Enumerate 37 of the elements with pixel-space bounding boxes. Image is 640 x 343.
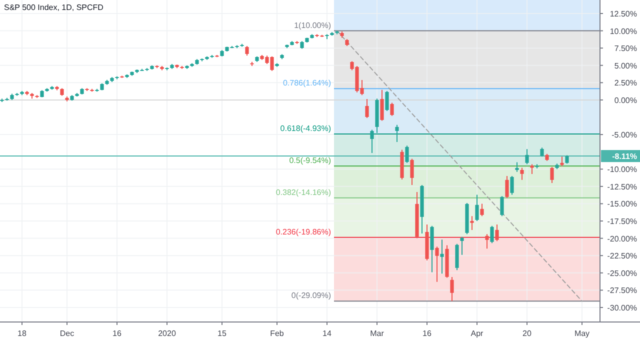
y-tick-label: -12.50% bbox=[607, 182, 637, 192]
y-tick-label: 2.50% bbox=[614, 78, 637, 88]
y-tick-label: -15.00% bbox=[607, 200, 637, 209]
ref-line-label: 0.618(-4.93%) bbox=[280, 124, 332, 134]
y-tick-label: -27.50% bbox=[607, 286, 637, 296]
y-tick-label: -17.50% bbox=[607, 217, 637, 226]
ref-line-label: 0.786(1.64%) bbox=[282, 78, 332, 88]
y-tick-label: 7.50% bbox=[614, 44, 637, 54]
x-tick-label: 14 bbox=[322, 329, 332, 338]
y-tick-label: -10.00% bbox=[607, 165, 637, 174]
y-tick-label: 10.00% bbox=[610, 26, 637, 36]
x-tick-label: Dec bbox=[60, 329, 74, 338]
ref-line-label: 1(10.00%) bbox=[294, 20, 332, 30]
x-tick-label: 2020 bbox=[158, 329, 176, 338]
y-tick-label: -20.00% bbox=[607, 234, 637, 244]
x-tick-label: Feb bbox=[270, 329, 284, 338]
chart-title: S&P 500 Index, 1D, SPCFD bbox=[4, 3, 104, 12]
ref-line-label: 0.382(-14.16%) bbox=[276, 188, 332, 197]
y-tick-label: 0.00% bbox=[614, 96, 637, 105]
y-tick-label: -5.00% bbox=[612, 130, 637, 140]
y-tick-label: -25.00% bbox=[607, 268, 637, 278]
x-tick-label: 16 bbox=[112, 329, 122, 338]
ref-line-label: 0(-29.09%) bbox=[291, 291, 332, 300]
x-tick-label: Apr bbox=[470, 329, 484, 338]
x-tick-label: 20 bbox=[522, 329, 532, 338]
x-tick-label: May bbox=[574, 329, 590, 338]
x-tick-label: 16 bbox=[422, 329, 432, 338]
ref-line-label: 0.5(-9.54%) bbox=[289, 156, 332, 165]
x-tick-label: 15 bbox=[218, 329, 227, 338]
x-tick-label: 18 bbox=[18, 329, 27, 338]
ref-line-label: -8.11% bbox=[612, 152, 637, 162]
y-tick-label: 12.50% bbox=[610, 9, 637, 18]
y-tick-label: 5.00% bbox=[614, 61, 637, 70]
y-tick-label: -30.00% bbox=[607, 303, 637, 312]
x-tick-label: Mar bbox=[370, 329, 384, 338]
y-tick-label: -22.50% bbox=[607, 252, 637, 261]
ref-line-label: 0.236(-19.86%) bbox=[276, 227, 332, 236]
